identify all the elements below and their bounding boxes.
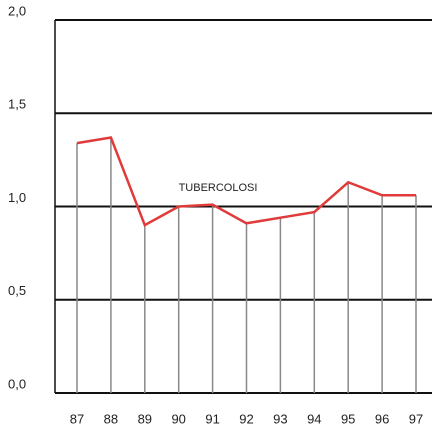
x-tick-label: 92 xyxy=(239,411,253,426)
x-tick-label: 90 xyxy=(171,411,185,426)
annotation: TUBERCOLOSI xyxy=(179,182,258,194)
x-tick-label: 94 xyxy=(307,411,321,426)
x-tick-label: 95 xyxy=(341,411,355,426)
x-tick-label: 93 xyxy=(273,411,287,426)
x-tick-label: 88 xyxy=(104,411,118,426)
y-tick-label: 2,0 xyxy=(8,3,26,18)
y-tick-label: 0,5 xyxy=(8,283,26,298)
y-tick-label: 1,0 xyxy=(8,190,26,205)
x-tick-label: 96 xyxy=(375,411,389,426)
x-tick-label: 87 xyxy=(70,411,84,426)
x-tick-label: 91 xyxy=(205,411,219,426)
y-tick-label: 1,5 xyxy=(8,97,26,112)
series-line xyxy=(76,136,416,227)
x-tick-label: 89 xyxy=(138,411,152,426)
y-tick-label: 0,0 xyxy=(8,376,26,391)
x-tick-label: 97 xyxy=(409,411,423,426)
